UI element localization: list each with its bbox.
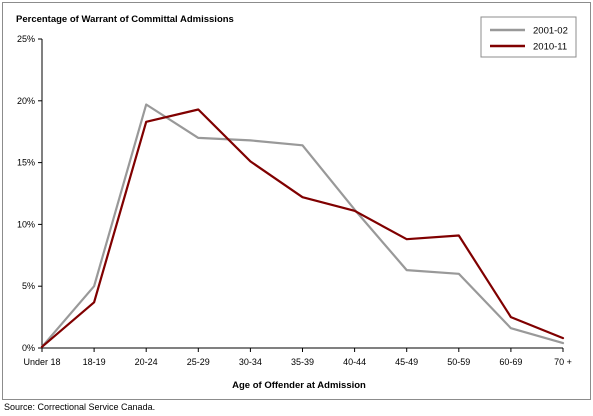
series-line-2001-02 (40, 103, 565, 348)
y-axis-ticks: 0% 5% 10% 15% 20% 25% (17, 34, 42, 353)
source-note: Source: Correctional Service Canada. (4, 402, 156, 412)
x-axis-title: Age of Offender at Admission (232, 380, 366, 391)
y-tick-label: 25% (17, 34, 35, 44)
x-tick-label: 25-29 (187, 357, 210, 367)
x-tick-label: 40-44 (343, 357, 366, 367)
y-axis-title: Percentage of Warrant of Committal Admis… (16, 14, 234, 25)
x-tick-label: 35-39 (291, 357, 314, 367)
y-tick-label: 10% (17, 219, 35, 229)
chart-frame (2, 2, 591, 400)
x-tick-label: 60-69 (499, 357, 522, 367)
legend-label-2010-11: 2010-11 (533, 42, 567, 53)
y-tick-label: 20% (17, 96, 35, 106)
x-tick-label: 20-24 (135, 357, 158, 367)
legend: 2001-02 2010-11 (480, 16, 577, 58)
x-tick-label: 45-49 (395, 357, 418, 367)
series-line-2010-11 (40, 108, 565, 348)
x-tick-label: Under 18 (23, 357, 60, 367)
x-axis-ticks: Under 18 18-19 20-24 25-29 30-34 35-39 40-44 45… (23, 348, 572, 367)
y-tick-label: 0% (22, 343, 35, 353)
x-tick-label: 50-59 (447, 357, 470, 367)
line-chart: Percentage of Warrant of Committal Admis… (16, 14, 577, 391)
x-tick-label: 30-34 (239, 357, 262, 367)
axes (41, 39, 563, 349)
legend-box (480, 16, 577, 58)
series-layer (40, 103, 565, 348)
x-tick-label: 18-19 (83, 357, 106, 367)
legend-label-2001-02: 2001-02 (533, 26, 568, 37)
y-tick-label: 15% (17, 158, 35, 168)
x-tick-label: 70 + (554, 357, 572, 367)
y-tick-label: 5% (22, 281, 35, 291)
